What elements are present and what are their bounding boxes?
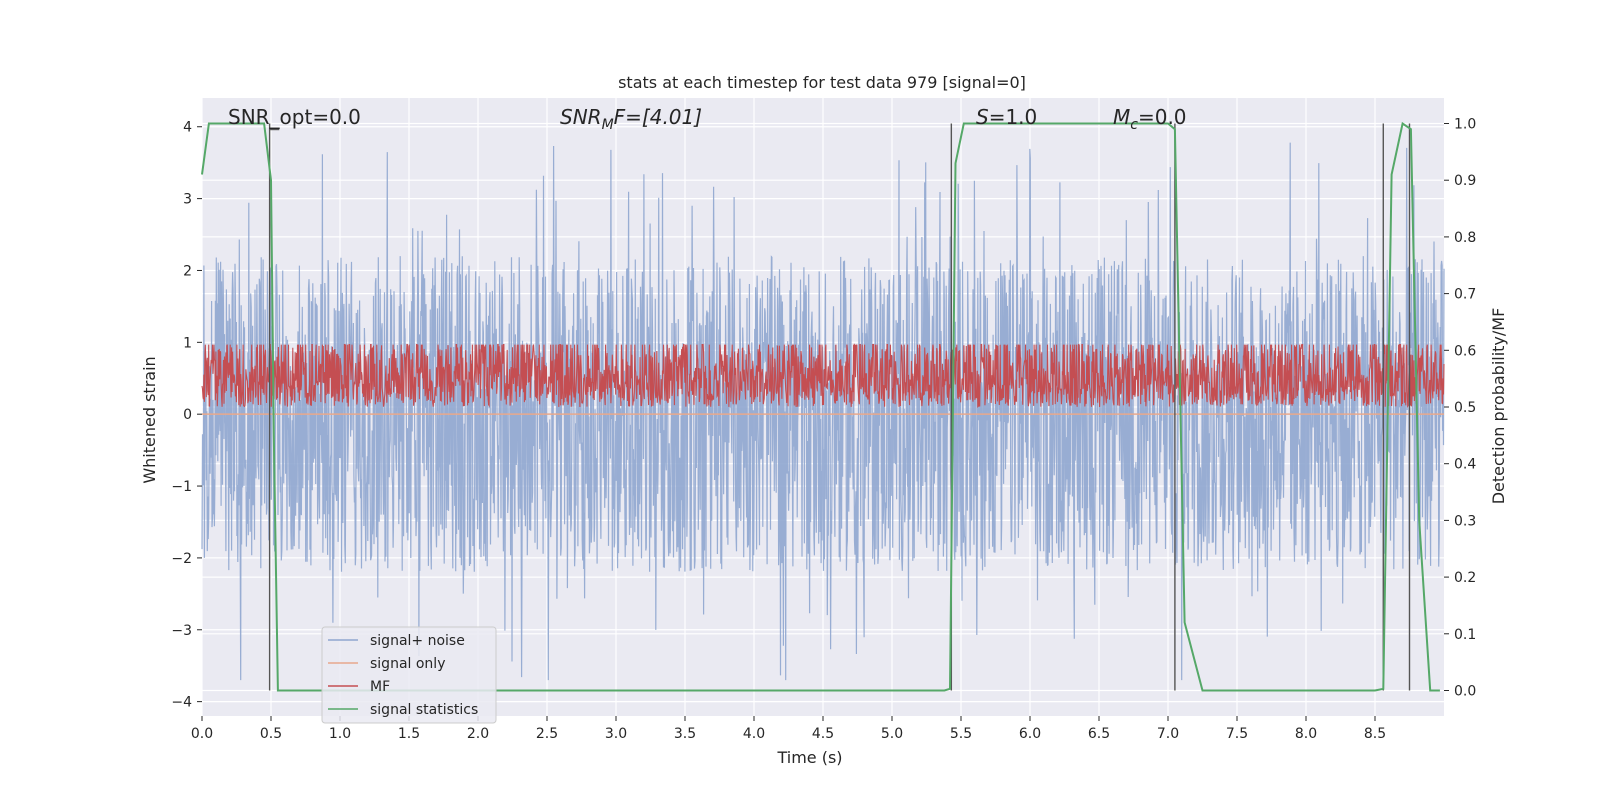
annotation-mc: Mc=0.0 — [1113, 105, 1187, 133]
y2-tick-label: 0.6 — [1454, 343, 1476, 359]
x-tick-label: 8.0 — [1295, 726, 1317, 742]
legend-label-signal-statistics: signal statistics — [370, 702, 478, 718]
y2-tick-label: 0.5 — [1454, 400, 1476, 416]
x-axis-ticks: 0.0 0.5 1.0 1.5 2.0 2.5 3.0 3.5 4.0 4.5 5.0 5.5 6.0 6… — [191, 716, 1386, 742]
legend-label-mf: MF — [370, 679, 390, 695]
y2-tick-label: 0.4 — [1454, 457, 1476, 473]
x-tick-label: 8.5 — [1364, 726, 1386, 742]
legend: signal+ noise signal only MF signal stat… — [321, 626, 497, 724]
x-tick-label: 6.5 — [1088, 726, 1110, 742]
x-tick-label: 4.5 — [812, 726, 834, 742]
s-value: =1.0 — [989, 105, 1038, 129]
y-tick-label: 3 — [183, 192, 192, 208]
x-tick-label: 5.0 — [881, 726, 903, 742]
y2-tick-label: 0.9 — [1454, 173, 1476, 189]
y2-tick-label: 1.0 — [1454, 117, 1476, 133]
x-tick-label: 7.5 — [1226, 726, 1248, 742]
legend-label-signal-noise: signal+ noise — [370, 633, 465, 649]
y-tick-label: 0 — [183, 407, 192, 423]
x-tick-label: 2.5 — [536, 726, 558, 742]
x-tick-label: 3.0 — [605, 726, 627, 742]
s-label: S — [976, 105, 989, 129]
x-tick-label: 7.0 — [1157, 726, 1179, 742]
x-axis-label: Time (s) — [776, 748, 842, 767]
x-tick-label: 0.5 — [260, 726, 282, 742]
y-tick-label: 1 — [183, 335, 192, 351]
legend-box — [321, 626, 497, 724]
x-tick-label: 4.0 — [743, 726, 765, 742]
snr-mf-suffix: F=[4.01] — [614, 105, 702, 129]
x-tick-label: 1.5 — [398, 726, 420, 742]
x-tick-label: 3.5 — [674, 726, 696, 742]
x-tick-label: 6.0 — [1019, 726, 1041, 742]
annotation-snr-mf: SNRMF=[4.01] — [560, 105, 702, 133]
mc-sub: c — [1130, 117, 1138, 133]
signal-statistics-series — [201, 121, 1440, 692]
mc-label: M — [1113, 105, 1130, 129]
chart-title: stats at each timestep for test data 979… — [618, 73, 1026, 92]
y-tick-label: −4 — [171, 695, 192, 711]
signal-noise-series — [201, 142, 1445, 681]
y2-tick-label: 0.1 — [1454, 627, 1476, 643]
y-tick-label: 4 — [183, 120, 192, 136]
annotation-snr-opt: SNR_opt=0.0 — [228, 105, 361, 129]
y2-axis-label: Detection probability/MF — [1489, 308, 1508, 505]
y2-tick-label: 0.2 — [1454, 570, 1476, 586]
y-axis-label: Whitened strain — [140, 356, 159, 483]
y2-axis-ticks: 1.0 0.9 0.8 0.7 0.6 0.5 0.4 0.3 0.2 0.1 0.0 — [1444, 117, 1476, 699]
signal-noise-line — [201, 142, 1445, 681]
y-tick-label: −1 — [171, 479, 192, 495]
y2-tick-label: 0.3 — [1454, 513, 1476, 529]
legend-label-signal-only: signal only — [370, 656, 445, 672]
x-tick-label: 1.0 — [329, 726, 351, 742]
mf-line — [201, 342, 1445, 409]
y-tick-label: 2 — [183, 263, 192, 279]
y-tick-label: −2 — [171, 551, 192, 567]
snr-mf-sub: M — [602, 117, 614, 133]
y-axis-ticks: 4 3 2 1 0 −1 −2 −3 −4 — [171, 120, 202, 711]
mf-series — [201, 342, 1445, 409]
annotation-s: S=1.0 — [976, 105, 1037, 129]
y-tick-label: −3 — [171, 623, 192, 639]
x-tick-label: 2.0 — [467, 726, 489, 742]
y2-tick-label: 0.0 — [1454, 683, 1476, 699]
snr-mf-prefix: SNR — [560, 105, 602, 129]
y2-tick-label: 0.8 — [1454, 230, 1476, 246]
mc-value: =0.0 — [1138, 105, 1187, 129]
signal-statistics-line — [201, 121, 1440, 692]
x-tick-label: 5.5 — [950, 726, 972, 742]
y2-tick-label: 0.7 — [1454, 287, 1476, 303]
x-tick-label: 0.0 — [191, 726, 213, 742]
